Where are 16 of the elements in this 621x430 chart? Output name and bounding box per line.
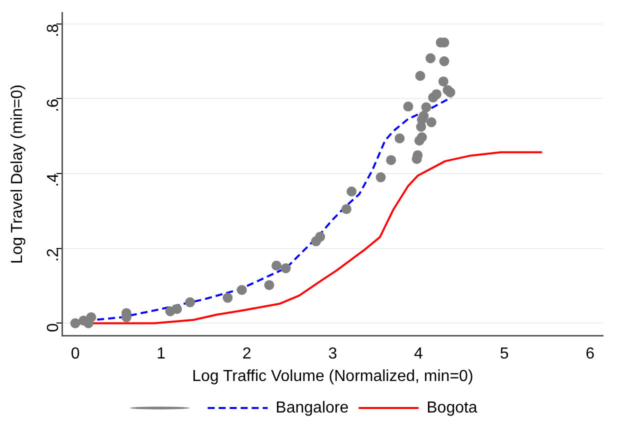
x-tick-label: 5 bbox=[500, 346, 509, 363]
x-tick-label: 0 bbox=[70, 346, 80, 363]
x-tick-label: 4 bbox=[414, 346, 424, 363]
x-tick-label: 6 bbox=[586, 346, 595, 363]
legend-label: Bogota bbox=[426, 399, 478, 416]
y-tick-label: .8 bbox=[44, 24, 62, 38]
legend-label: Bangalore bbox=[276, 399, 349, 416]
y-tick-label: 0 bbox=[44, 323, 62, 332]
y-tick-label: .2 bbox=[44, 248, 62, 262]
x-tick-label: 1 bbox=[156, 346, 166, 363]
x-tick-label: 3 bbox=[328, 346, 338, 363]
x-tick-label: 2 bbox=[242, 346, 252, 363]
x-axis-title: Log Traffic Volume (Normalized, min=0) bbox=[192, 368, 474, 385]
y-axis-title: Log Travel Delay (min=0) bbox=[9, 84, 26, 264]
y-tick-label: .4 bbox=[44, 173, 62, 187]
y-tick-label: .6 bbox=[44, 98, 62, 112]
